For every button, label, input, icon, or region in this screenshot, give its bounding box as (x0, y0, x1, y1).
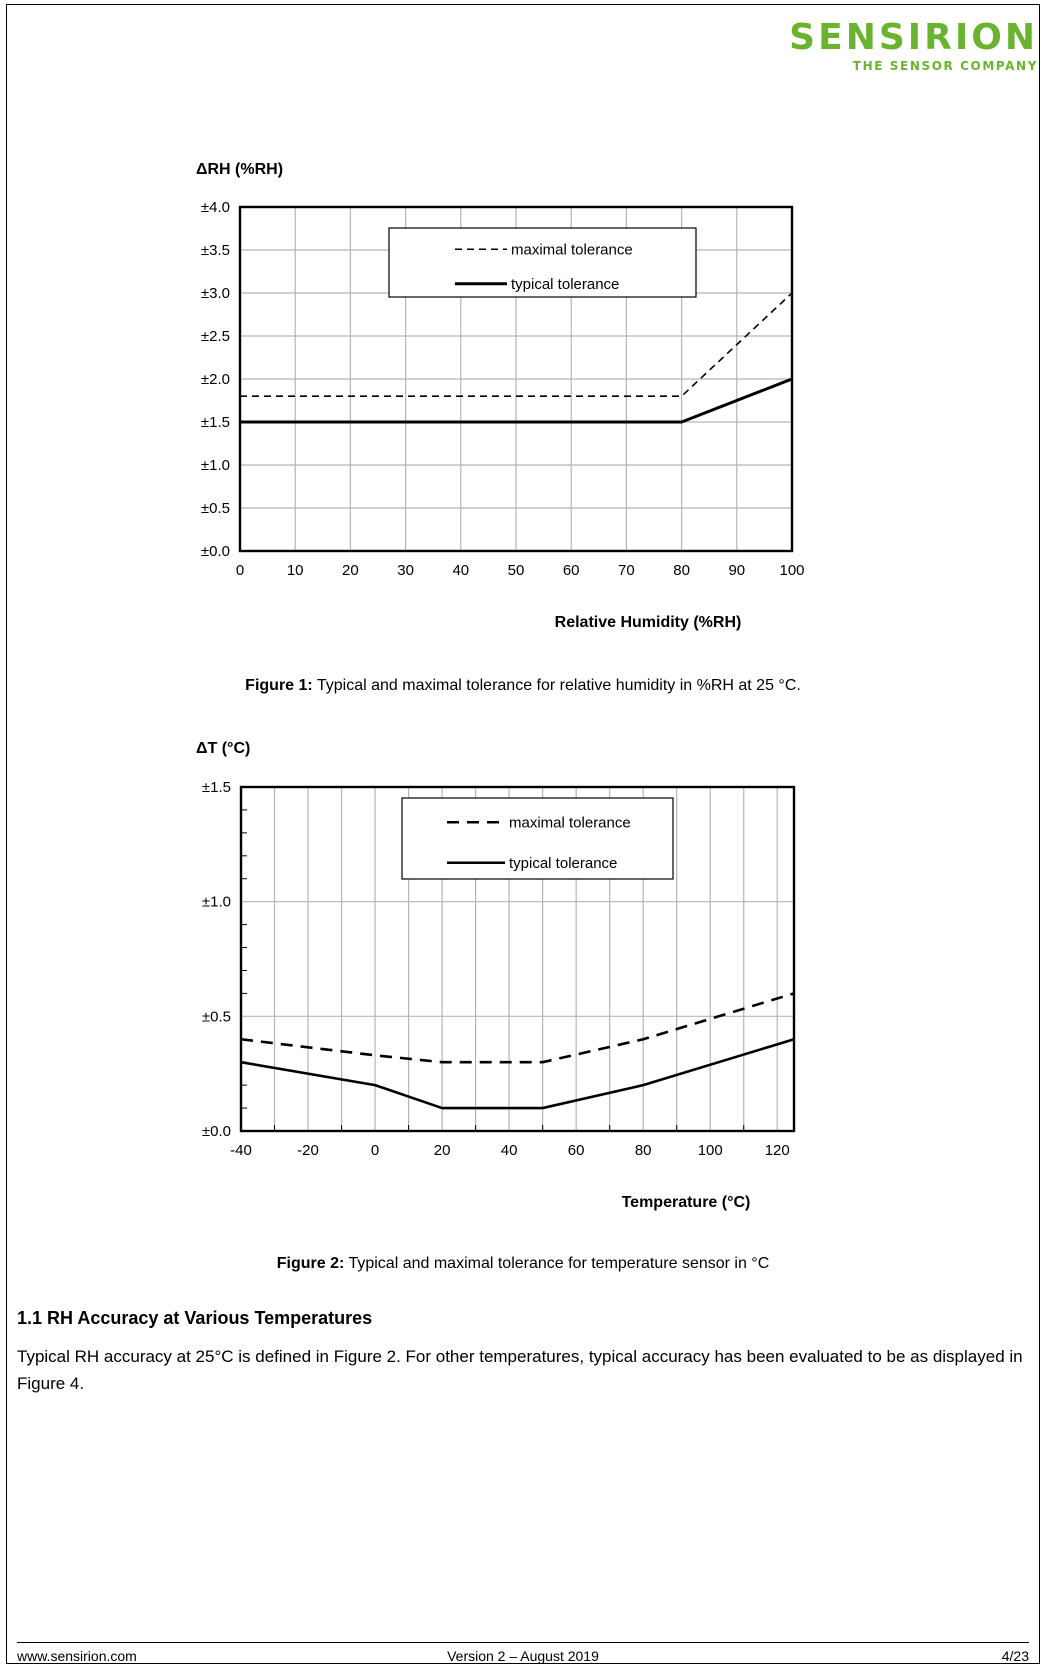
figure-2-label: Figure 2: (276, 1255, 345, 1272)
y-tick-label: ±1.5 (201, 414, 230, 431)
y-tick-label: ±4.0 (201, 199, 230, 216)
y-tick-label: ±1.5 (202, 779, 231, 796)
logo-tagline: THE SENSOR COMPANY (852, 59, 1038, 73)
x-tick-label: 60 (568, 1142, 585, 1159)
y-tick-label: ±0.5 (202, 1008, 231, 1025)
figure-2-text: Typical and maximal tolerance for temper… (344, 1255, 770, 1272)
legend-label-typical: typical tolerance (509, 855, 617, 872)
temperature-tolerance-chart: -40 -20 0 20 40 60 80 100 120 ±0.0 ±0.5 ±1.0 ±1.5 ΔT … (196, 740, 796, 1211)
y-tick-label: ±1.0 (201, 457, 230, 474)
x-tick-label: 70 (618, 562, 635, 579)
x-tick-label: -20 (297, 1142, 319, 1159)
legend-box (401, 797, 674, 880)
figure-1-caption: Figure 1: Typical and maximal tolerance … (0, 677, 1046, 695)
footer-rule (17, 1642, 1029, 1643)
y-tick-label: ±2.0 (201, 371, 230, 388)
x-tick-label: 0 (236, 562, 244, 579)
plot-frame (239, 785, 796, 1133)
footer-version: Version 2 – August 2019 (447, 1648, 599, 1664)
company-logo: SENSIRION THE SENSOR COMPANY (789, 17, 1038, 74)
legend-label-maximal: maximal tolerance (511, 241, 633, 258)
legend-label-maximal: maximal tolerance (509, 814, 631, 831)
x-tick-label: -40 (230, 1142, 252, 1159)
series-line-maximal (240, 292, 793, 398)
x-tick-label: 30 (397, 562, 414, 579)
rh-tolerance-chart: 0 10 20 30 40 50 60 70 80 90 100 ±0.0 ±0.5 ±1.0 ±1.5 ±2… (196, 161, 805, 631)
y-axis-title: ΔT (°C) (196, 740, 250, 757)
x-tick-label: 0 (371, 1142, 379, 1159)
legend-label-typical: typical tolerance (511, 276, 619, 293)
y-tick-label: ±1.0 (202, 894, 231, 911)
y-tick-label: ±0.0 (202, 1123, 231, 1140)
x-tick-label: 20 (342, 562, 359, 579)
x-tick-label: 120 (765, 1142, 790, 1159)
y-tick-label: ±3.5 (201, 242, 230, 259)
section-body: Typical RH accuracy at 25°C is defined i… (17, 1347, 1023, 1393)
figure-1-text: Typical and maximal tolerance for relati… (312, 677, 801, 694)
x-tick-label: 10 (287, 562, 304, 579)
x-tick-label: 100 (698, 1142, 723, 1159)
plot-frame (238, 205, 794, 553)
section-heading: 1.1 RH Accuracy at Various Temperatures (17, 1308, 373, 1328)
x-tick-label: 80 (673, 562, 690, 579)
logo-wordmark: SENSIRION (789, 17, 1038, 58)
y-tick-label: ±0.5 (201, 500, 230, 517)
figure-1-label: Figure 1: (245, 677, 313, 694)
series-line-typical (240, 1038, 795, 1110)
x-axis-title: Relative Humidity (%RH) (555, 614, 742, 631)
y-axis-title: ΔRH (%RH) (196, 161, 283, 178)
x-tick-label: 100 (779, 562, 804, 579)
footer-page-number: 4/23 (1001, 1648, 1029, 1664)
x-tick-label: 90 (728, 562, 745, 579)
x-tick-label: 60 (563, 562, 580, 579)
series-line-maximal (240, 992, 795, 1064)
x-axis-title: Temperature (°C) (622, 1194, 751, 1211)
legend-box (388, 227, 697, 298)
y-tick-label: ±3.0 (201, 285, 230, 302)
x-tick-label: 20 (434, 1142, 451, 1159)
figure-2-caption: Figure 2: Typical and maximal tolerance … (0, 1255, 1046, 1273)
y-tick-label: ±0.0 (201, 543, 230, 560)
series-line-typical (240, 377, 793, 424)
x-tick-label: 50 (508, 562, 525, 579)
x-tick-label: 80 (635, 1142, 652, 1159)
y-tick-label: ±2.5 (201, 328, 230, 345)
x-tick-label: 40 (501, 1142, 518, 1159)
x-tick-label: 40 (452, 562, 469, 579)
